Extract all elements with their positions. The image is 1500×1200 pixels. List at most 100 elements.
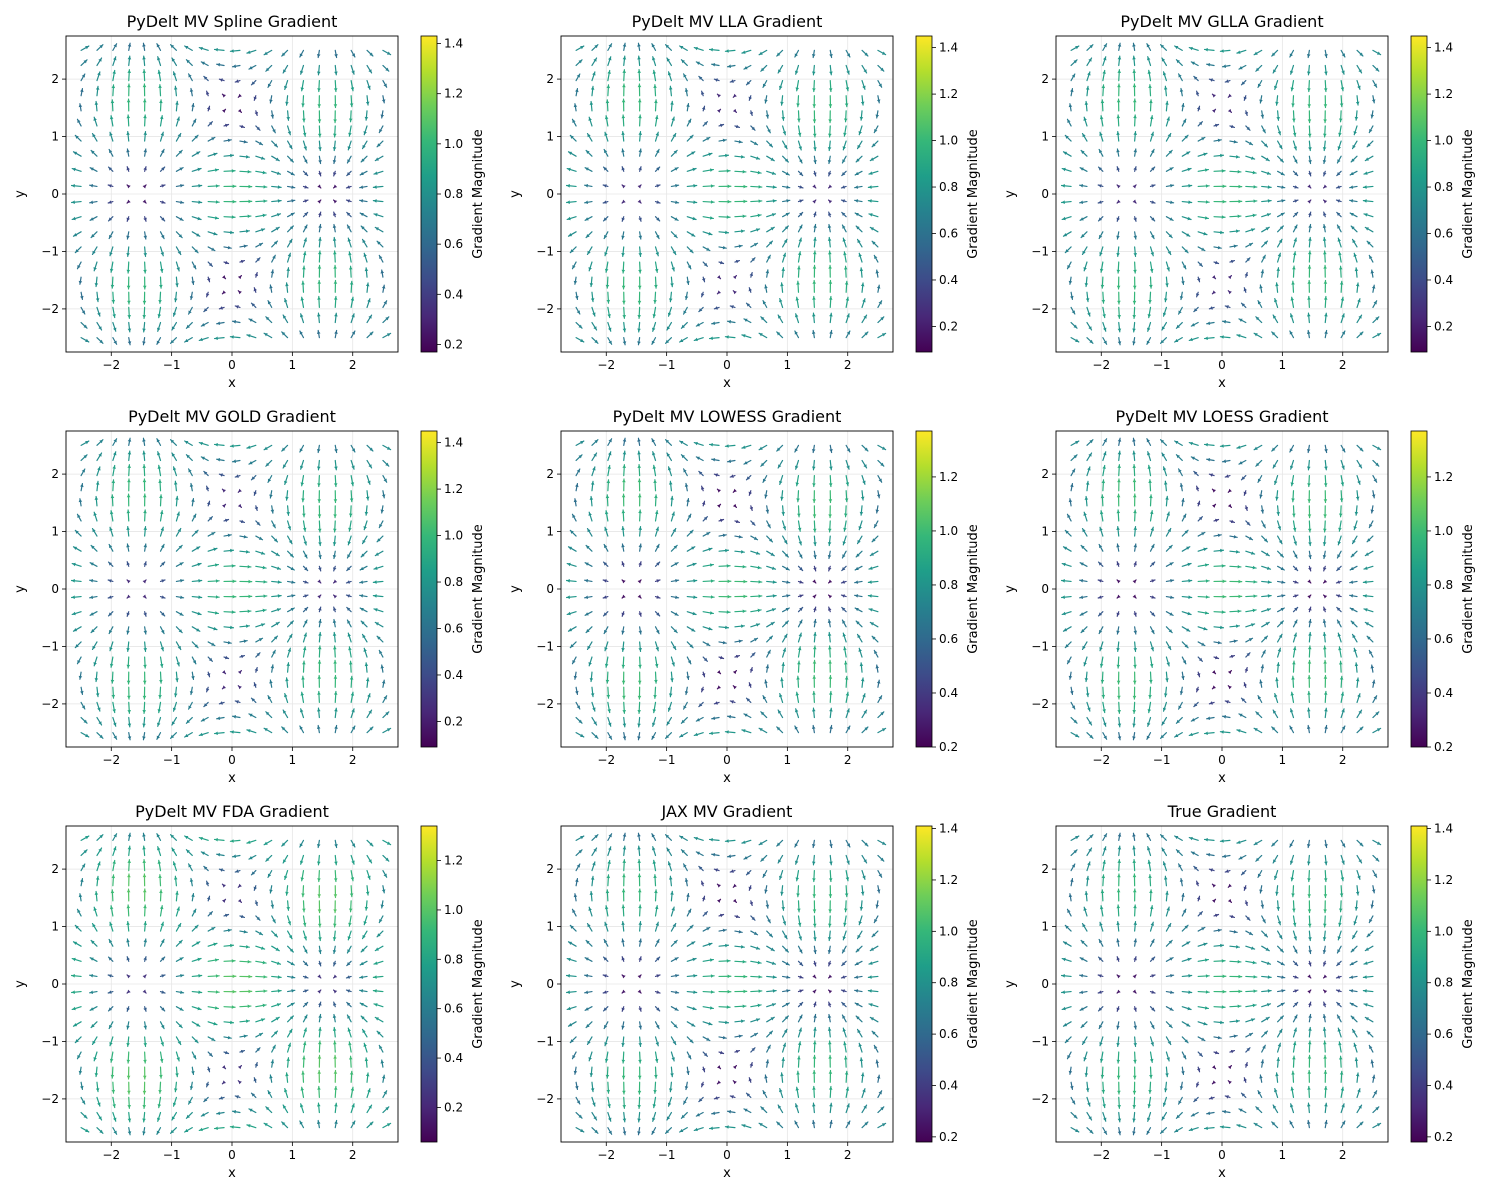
quiver-arrow — [213, 442, 225, 447]
quiver-arrow — [191, 656, 197, 665]
quiver-arrow — [750, 989, 763, 993]
quiver-arrow — [828, 295, 833, 308]
y-tick-label: 1 — [51, 920, 59, 934]
quiver-arrow — [359, 580, 368, 584]
quiver-arrow — [248, 459, 257, 465]
quiver-arrow — [875, 664, 880, 673]
quiver-arrow — [302, 915, 307, 927]
quiver-arrow — [1147, 701, 1152, 714]
quiver-arrow — [1292, 989, 1299, 993]
quiver-arrow — [591, 337, 599, 344]
quiver-arrow — [777, 314, 784, 324]
quiver-arrow — [1290, 691, 1295, 703]
quiver-arrow — [234, 79, 241, 83]
quiver-arrow — [781, 212, 790, 218]
x-tick-label: −2 — [1092, 753, 1110, 767]
quiver-arrow — [1272, 1104, 1279, 1114]
quiver-arrow — [861, 49, 869, 57]
quiver-arrow — [90, 149, 98, 157]
quiver-arrow — [1162, 701, 1168, 712]
quiver-arrow — [1307, 279, 1312, 293]
quiver-arrow — [158, 291, 162, 304]
quiver-arrow — [1307, 110, 1312, 124]
quiver-arrow — [718, 123, 725, 128]
quiver-arrow — [1148, 686, 1152, 699]
colorbar-tick-label: 1.4 — [939, 822, 958, 836]
quiver-arrow — [1261, 989, 1272, 993]
quiver-arrow — [1181, 216, 1192, 221]
quiver-arrow — [1322, 184, 1328, 189]
quiver-arrow — [718, 518, 725, 523]
quiver-arrow — [302, 550, 308, 559]
quiver-arrow — [861, 64, 868, 74]
quiver-arrow — [1324, 724, 1328, 734]
quiver-arrow — [350, 444, 356, 453]
quiver-arrow — [229, 335, 241, 339]
quiver-arrow — [1227, 488, 1232, 493]
quiver-arrow — [142, 42, 146, 51]
quiver-arrow — [1101, 874, 1106, 887]
quiver-arrow — [107, 200, 114, 204]
quiver-arrow — [1340, 839, 1346, 848]
quiver-arrow — [1245, 975, 1258, 979]
quiver-arrow — [366, 475, 371, 485]
colorbar-tick-label: 0.6 — [1434, 1027, 1453, 1041]
quiver-arrow — [350, 80, 355, 92]
quiver-arrow — [265, 316, 273, 324]
quiver-arrow — [207, 547, 218, 552]
quiver-arrow — [1165, 1051, 1170, 1062]
quiver-arrow — [332, 930, 337, 942]
quiver-arrow — [1149, 166, 1156, 172]
quiver-arrow — [80, 321, 88, 329]
quiver-arrow — [207, 231, 218, 236]
quiver-arrow — [345, 580, 352, 584]
quiver-arrow — [664, 439, 673, 446]
quiver-arrow — [637, 579, 642, 584]
quiver-arrow — [231, 64, 241, 68]
quiver-arrow — [91, 246, 98, 256]
quiver-arrow — [1245, 535, 1254, 541]
quiver-arrow — [607, 69, 611, 82]
y-tick-label: 1 — [1041, 525, 1049, 539]
quiver-arrow — [366, 854, 373, 864]
quiver-arrow — [173, 1081, 178, 1093]
quiver-arrow — [1197, 974, 1210, 978]
quiver-arrow — [110, 99, 115, 112]
quiver-arrow — [841, 565, 847, 572]
quiver-arrow — [1146, 56, 1152, 67]
quiver-arrow — [345, 199, 352, 203]
quiver-arrow — [80, 45, 90, 51]
quiver-arrow — [366, 459, 373, 469]
quiver-arrow — [350, 839, 356, 848]
quiver-arrow — [750, 213, 762, 218]
quiver-arrow — [70, 974, 82, 978]
quiver-arrow — [1307, 264, 1312, 278]
quiver-arrow — [589, 671, 594, 683]
quiver-arrow — [89, 973, 98, 978]
quiver-arrow — [318, 930, 322, 942]
quiver-arrow — [1336, 155, 1342, 164]
quiver-arrow — [333, 279, 338, 293]
x-tick-label: −2 — [1092, 1148, 1110, 1162]
quiver-arrow — [93, 116, 98, 127]
quiver-arrow — [157, 1096, 162, 1109]
quiver-arrow — [828, 475, 833, 488]
quiver-arrow — [382, 711, 390, 719]
quiver-arrow — [1276, 989, 1286, 993]
quiver-arrow — [1080, 1021, 1088, 1029]
quiver-arrow — [1323, 565, 1327, 572]
quiver-arrow — [1276, 125, 1282, 136]
quiver-arrow — [1149, 889, 1153, 902]
quiver-arrow — [828, 1054, 832, 1068]
quiver-arrow — [222, 275, 227, 280]
quiver-arrow — [1244, 505, 1249, 512]
quiver-arrow — [868, 170, 879, 175]
quiver-arrow — [1213, 230, 1225, 235]
quiver-arrow — [237, 488, 242, 493]
quiver-arrow — [185, 1111, 193, 1119]
quiver-arrow — [1116, 974, 1121, 979]
quiver-arrow — [359, 975, 368, 979]
quiver-arrow — [813, 618, 817, 628]
y-tick-label: −2 — [41, 697, 59, 711]
